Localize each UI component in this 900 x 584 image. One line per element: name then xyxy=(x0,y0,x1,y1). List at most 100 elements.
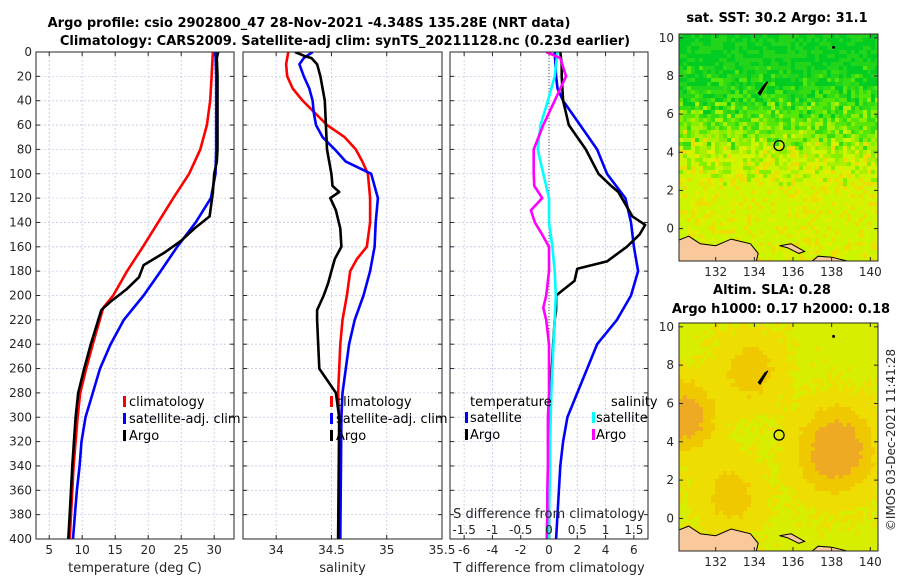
map-cell xyxy=(743,335,747,339)
map-cell xyxy=(751,70,755,74)
map-cell xyxy=(851,218,855,222)
map-cell xyxy=(739,403,743,407)
map-cell xyxy=(827,162,831,166)
map-cell xyxy=(791,427,795,431)
map-cell xyxy=(783,102,787,106)
map-cell xyxy=(699,114,703,118)
map-cell xyxy=(859,339,863,343)
map-cell xyxy=(699,130,703,134)
map-cell xyxy=(783,210,787,214)
map-cell xyxy=(755,170,759,174)
map-cell xyxy=(767,90,771,94)
map-cell xyxy=(691,218,695,222)
map-cell xyxy=(859,230,863,234)
map-cell xyxy=(711,218,715,222)
map-cell xyxy=(755,399,759,403)
map-cell xyxy=(719,210,723,214)
map-cell xyxy=(783,443,787,447)
map-cell xyxy=(855,391,859,395)
map-cell xyxy=(863,154,867,158)
map-cell xyxy=(683,206,687,210)
map-cell xyxy=(867,399,871,403)
map-cell xyxy=(727,86,731,90)
map-cell xyxy=(855,327,859,331)
map-cell xyxy=(775,34,779,38)
map-cell xyxy=(871,106,875,110)
map-cell xyxy=(803,106,807,110)
map-cell xyxy=(707,375,711,379)
map-cell xyxy=(775,419,779,423)
map-cell xyxy=(807,375,811,379)
map-cell xyxy=(747,435,751,439)
map-cell xyxy=(787,170,791,174)
map-cell xyxy=(687,86,691,90)
map-cell xyxy=(819,335,823,339)
map-cell xyxy=(699,419,703,423)
map-cell xyxy=(695,391,699,395)
map-cell xyxy=(843,335,847,339)
map-cell xyxy=(755,451,759,455)
map-cell xyxy=(795,198,799,202)
map-cell xyxy=(855,222,859,226)
map-cell xyxy=(763,335,767,339)
map-cell xyxy=(751,375,755,379)
map-cell xyxy=(695,327,699,331)
map-cell xyxy=(739,118,743,122)
map-cell xyxy=(859,106,863,110)
map-cell xyxy=(743,343,747,347)
map-cell xyxy=(747,62,751,66)
map-cell xyxy=(831,202,835,206)
map-cell xyxy=(775,238,779,242)
map-cell xyxy=(735,371,739,375)
map-cell xyxy=(787,234,791,238)
map-cell xyxy=(843,62,847,66)
map-cell xyxy=(739,387,743,391)
map-cell xyxy=(707,415,711,419)
map-cell xyxy=(687,367,691,371)
map-cell xyxy=(847,226,851,230)
map-cell xyxy=(715,447,719,451)
map-cell xyxy=(703,443,707,447)
map-cell xyxy=(787,174,791,178)
map-cell xyxy=(851,166,855,170)
map-cell xyxy=(743,355,747,359)
map-cell xyxy=(759,323,763,327)
map-cell xyxy=(735,367,739,371)
map-cell xyxy=(731,58,735,62)
map-cell xyxy=(703,102,707,106)
map-cell xyxy=(767,134,771,138)
map-cell xyxy=(683,226,687,230)
map-cell xyxy=(863,419,867,423)
map-cell xyxy=(715,150,719,154)
map-cell xyxy=(751,150,755,154)
map-cell xyxy=(791,355,795,359)
map-cell xyxy=(731,407,735,411)
map-cell xyxy=(711,463,715,467)
map-cell xyxy=(795,222,799,226)
map-cell xyxy=(755,415,759,419)
map-cell xyxy=(831,343,835,347)
map-cell xyxy=(783,162,787,166)
map-cell xyxy=(795,154,799,158)
map-cell xyxy=(723,218,727,222)
map-cell xyxy=(843,130,847,134)
map-cell xyxy=(735,214,739,218)
map-cell xyxy=(731,435,735,439)
map-cell xyxy=(699,202,703,206)
map-cell xyxy=(859,331,863,335)
map-cell xyxy=(771,439,775,443)
map-cell xyxy=(839,359,843,363)
map-cell xyxy=(787,138,791,142)
map-cell xyxy=(691,106,695,110)
map-cell xyxy=(723,74,727,78)
map-cell xyxy=(859,82,863,86)
map-cell xyxy=(743,411,747,415)
map-cell xyxy=(863,347,867,351)
map-cell xyxy=(835,178,839,182)
map-cell xyxy=(835,58,839,62)
map-cell xyxy=(687,154,691,158)
map-cell xyxy=(787,423,791,427)
map-cell xyxy=(799,202,803,206)
map-cell xyxy=(739,435,743,439)
map-cell xyxy=(799,134,803,138)
